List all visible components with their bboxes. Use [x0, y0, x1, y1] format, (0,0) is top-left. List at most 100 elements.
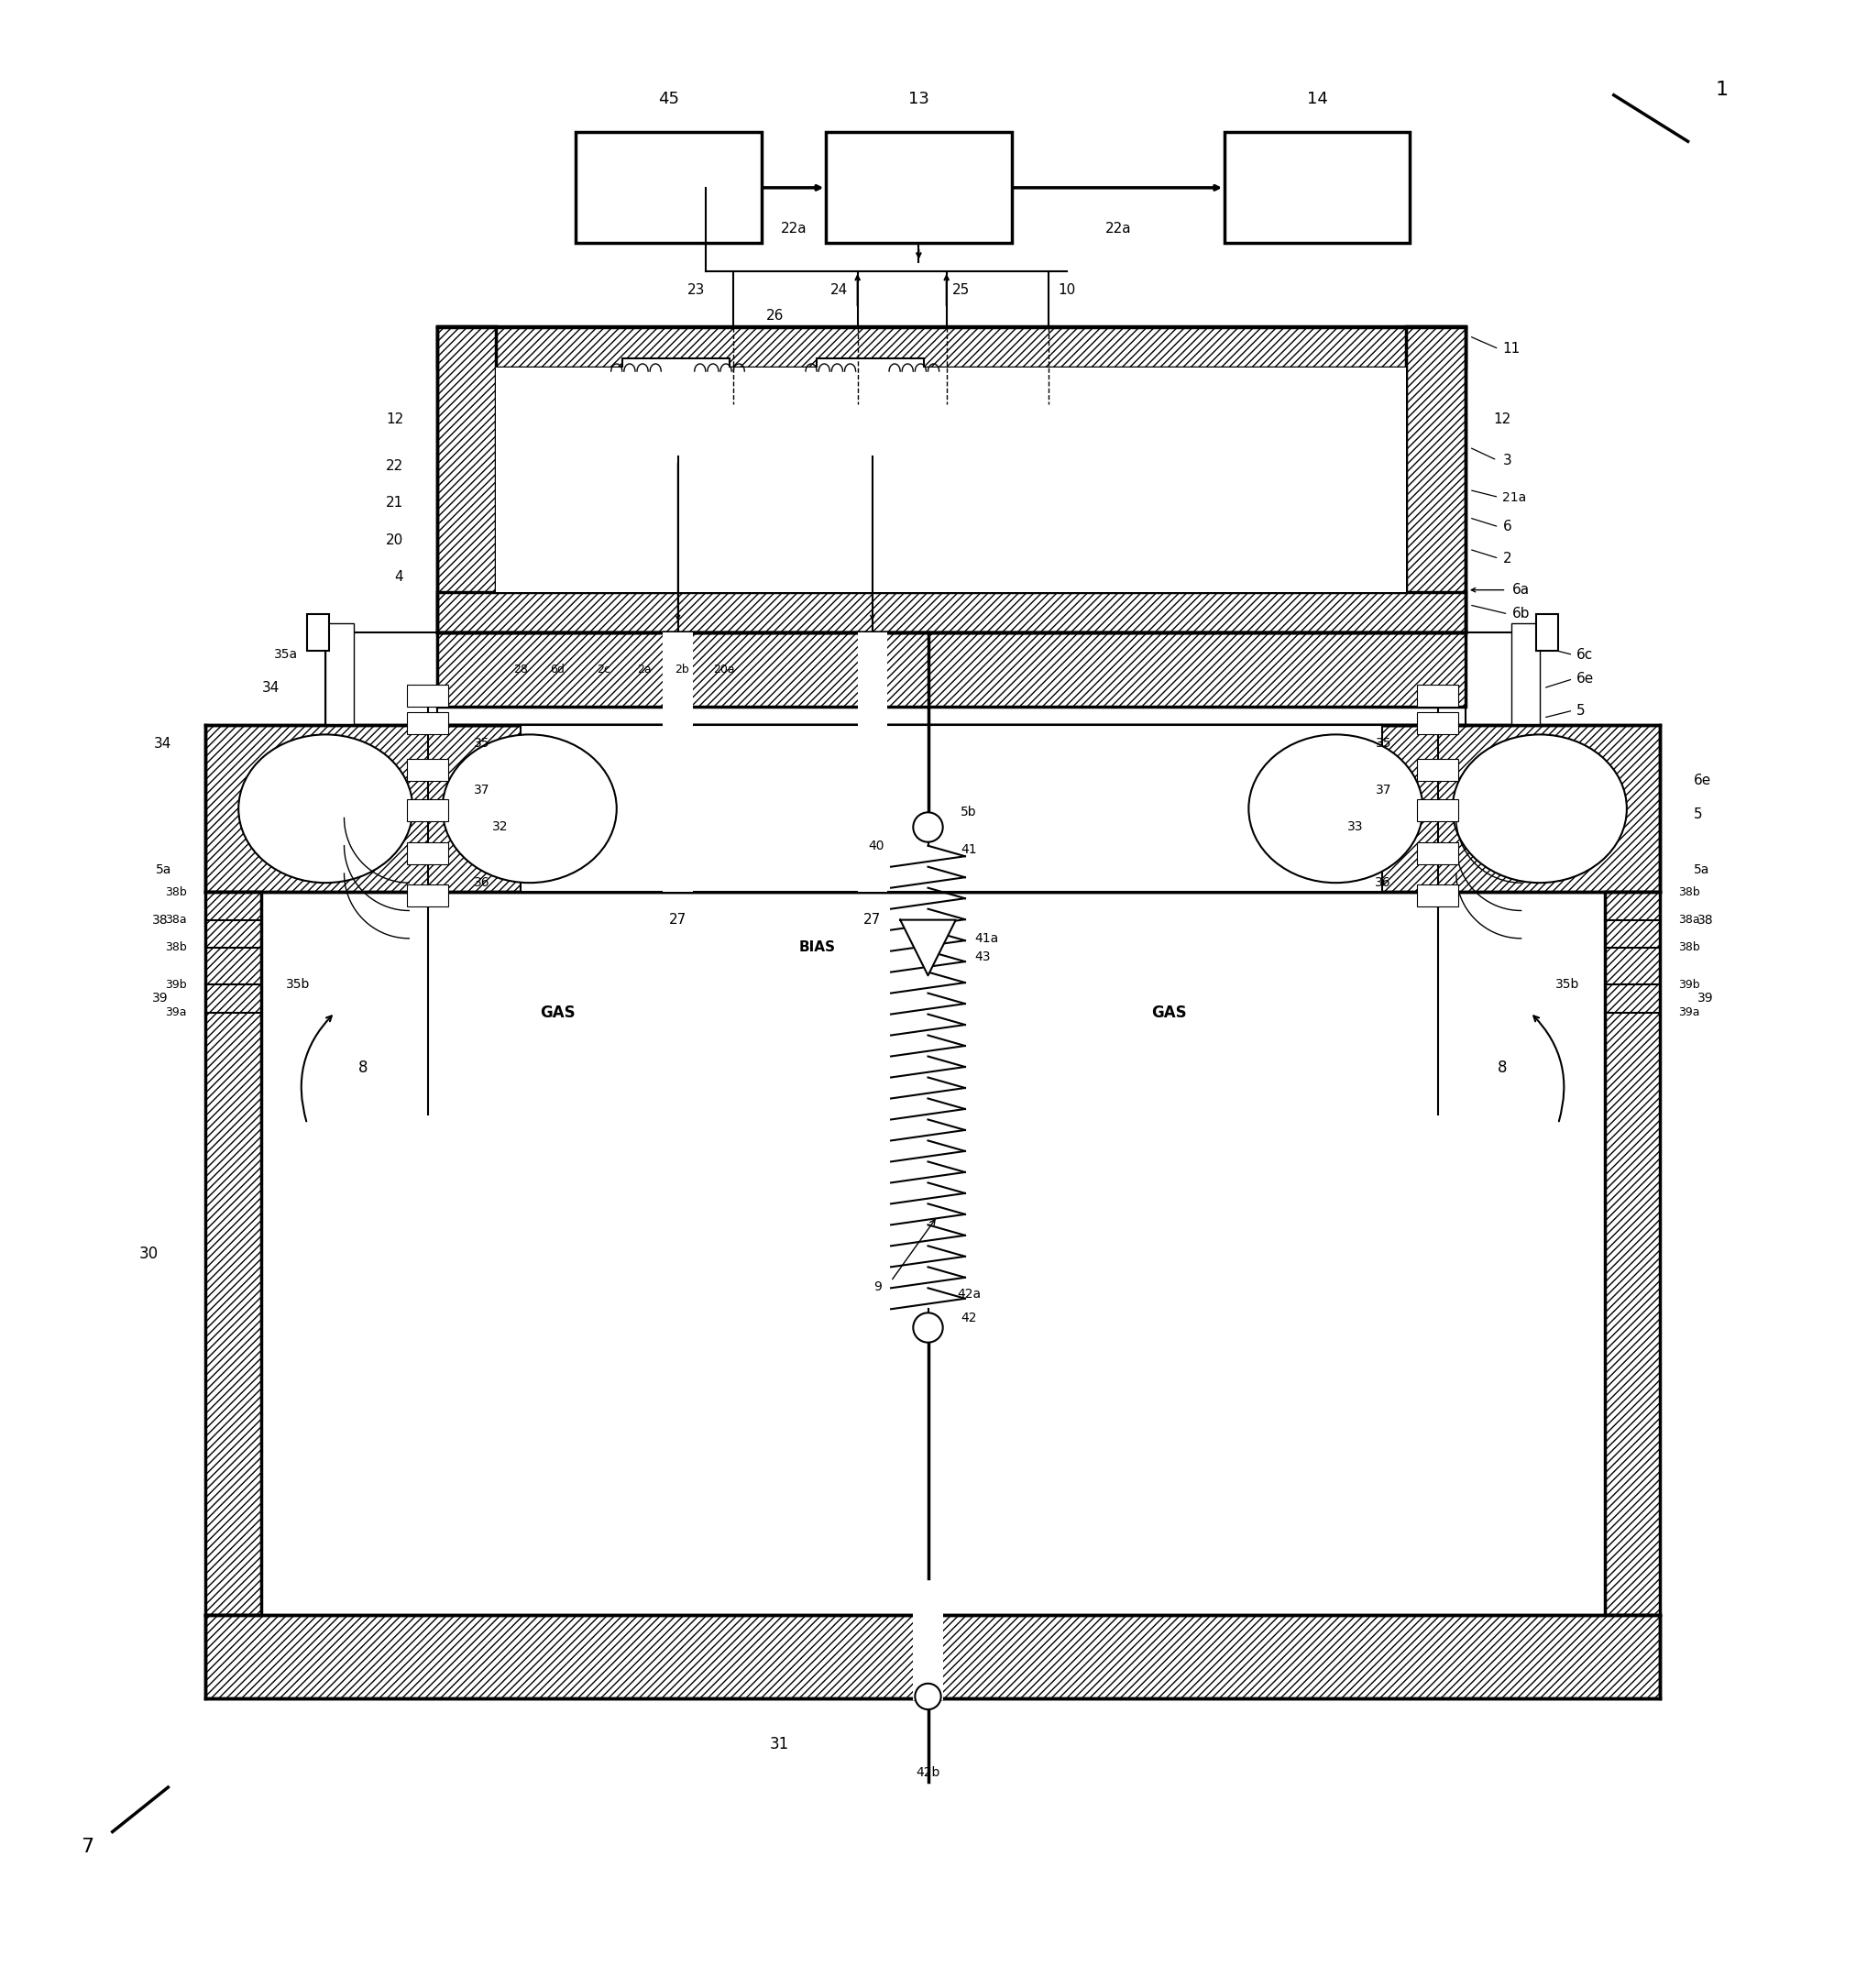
Bar: [1418, 759, 1459, 781]
Text: 38a: 38a: [1678, 914, 1700, 926]
Bar: [325, 632, 436, 726]
Text: 36: 36: [1375, 877, 1392, 889]
Text: 37: 37: [473, 783, 490, 797]
Text: 31: 31: [770, 1736, 789, 1753]
Bar: [817, 358, 924, 423]
Text: 25: 25: [952, 282, 971, 296]
Bar: [1418, 684, 1459, 706]
Text: 2c: 2c: [598, 664, 611, 676]
Bar: [1333, 457, 1407, 592]
Bar: [826, 131, 1012, 243]
Text: 22a: 22a: [781, 221, 807, 235]
Text: 32: 32: [492, 821, 509, 833]
Text: 27: 27: [668, 912, 687, 926]
Bar: [325, 624, 353, 726]
Text: 6: 6: [1503, 521, 1511, 535]
Text: 6d: 6d: [549, 664, 564, 676]
Bar: [913, 1612, 943, 1700]
Text: 26: 26: [767, 308, 783, 322]
Bar: [206, 1614, 1659, 1698]
Text: 20a: 20a: [713, 664, 735, 676]
Ellipse shape: [1249, 734, 1424, 883]
Text: 38: 38: [152, 912, 169, 926]
Text: 2b: 2b: [674, 664, 689, 676]
Bar: [406, 759, 447, 781]
Text: 36: 36: [473, 877, 490, 889]
Text: 1: 1: [1715, 80, 1728, 99]
Bar: [496, 423, 1407, 457]
Bar: [496, 457, 570, 592]
Text: 5a: 5a: [156, 863, 173, 877]
Bar: [406, 799, 447, 821]
Circle shape: [915, 1684, 941, 1710]
Text: 35: 35: [1375, 738, 1392, 749]
Text: 38b: 38b: [1678, 942, 1700, 954]
Bar: [1604, 893, 1659, 1614]
Text: 20: 20: [386, 533, 403, 547]
Text: 6c: 6c: [1578, 648, 1594, 662]
Bar: [436, 632, 1466, 706]
Text: 5: 5: [1578, 704, 1585, 718]
Ellipse shape: [442, 734, 616, 883]
Bar: [575, 131, 761, 243]
Text: 38b: 38b: [165, 942, 187, 954]
Text: 35: 35: [473, 738, 490, 749]
Text: 8: 8: [1498, 1060, 1507, 1076]
Text: 39a: 39a: [1678, 1006, 1700, 1018]
Text: 12: 12: [386, 414, 403, 425]
Text: 5: 5: [1693, 807, 1702, 821]
Bar: [520, 726, 1383, 893]
Text: 43: 43: [974, 950, 991, 964]
Bar: [436, 326, 496, 632]
Text: 6e: 6e: [1578, 672, 1594, 686]
Text: 27: 27: [863, 912, 882, 926]
Text: 12: 12: [1494, 414, 1511, 425]
Bar: [1418, 712, 1459, 734]
Circle shape: [913, 813, 943, 843]
Text: 24: 24: [830, 282, 848, 296]
Text: 28: 28: [512, 664, 527, 676]
Text: 38b: 38b: [165, 887, 187, 899]
Bar: [857, 632, 887, 893]
Bar: [1407, 326, 1466, 632]
Circle shape: [913, 1312, 943, 1342]
Bar: [406, 843, 447, 865]
Bar: [406, 712, 447, 734]
Text: 39b: 39b: [165, 978, 187, 990]
Text: 2: 2: [1503, 551, 1511, 565]
Bar: [406, 684, 447, 706]
Ellipse shape: [1453, 734, 1626, 883]
Bar: [663, 632, 692, 893]
Text: 5a: 5a: [1693, 863, 1709, 877]
Text: GAS: GAS: [540, 1004, 575, 1020]
Bar: [1418, 799, 1459, 821]
Text: 35b: 35b: [1555, 978, 1579, 992]
Bar: [496, 368, 1407, 592]
Ellipse shape: [239, 734, 412, 883]
Text: 38a: 38a: [165, 914, 187, 926]
Bar: [306, 614, 329, 652]
Text: 42b: 42b: [915, 1765, 941, 1779]
Text: 22: 22: [386, 459, 403, 473]
Text: 8: 8: [358, 1060, 367, 1076]
Text: 5b: 5b: [961, 805, 976, 819]
Text: 39: 39: [152, 992, 169, 1004]
Text: 7: 7: [82, 1837, 95, 1855]
Text: 41: 41: [961, 843, 976, 857]
Text: 4: 4: [395, 571, 403, 584]
Text: 39: 39: [1696, 992, 1713, 1004]
Text: 30: 30: [139, 1244, 160, 1262]
Text: 42: 42: [961, 1312, 976, 1324]
Text: 6b: 6b: [1513, 606, 1529, 620]
Bar: [622, 358, 729, 423]
Text: 10: 10: [1058, 282, 1076, 296]
Polygon shape: [900, 920, 956, 976]
Text: 35a: 35a: [275, 648, 297, 662]
Text: 41a: 41a: [974, 932, 999, 944]
Text: 23: 23: [687, 282, 705, 296]
Text: 11: 11: [1503, 342, 1520, 356]
Bar: [1225, 131, 1411, 243]
Text: 14: 14: [1307, 91, 1327, 107]
Text: BIAS: BIAS: [798, 940, 835, 954]
Text: 35b: 35b: [286, 978, 310, 992]
